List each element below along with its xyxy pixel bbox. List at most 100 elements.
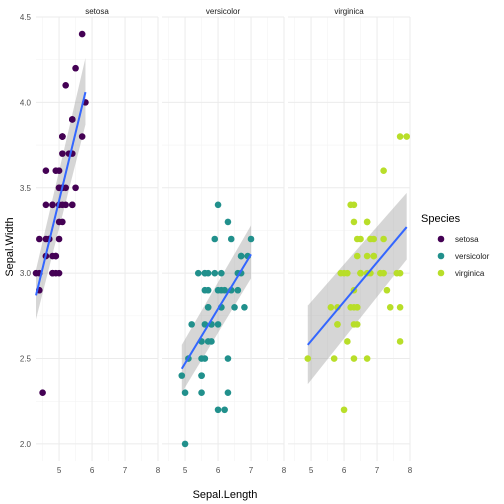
data-point [52, 252, 60, 260]
data-point [350, 218, 358, 226]
data-point [49, 201, 56, 209]
data-point [231, 304, 238, 311]
data-point [72, 184, 79, 192]
x-tick-label: 5 [309, 466, 314, 475]
data-point [380, 235, 387, 243]
legend-key-versicolor [437, 252, 445, 260]
data-point [224, 218, 232, 226]
data-point [188, 321, 195, 328]
data-point [204, 304, 212, 311]
x-tick-label: 8 [156, 466, 161, 475]
data-point [198, 372, 205, 379]
data-point [221, 406, 228, 414]
data-point [55, 218, 63, 226]
data-point [380, 167, 387, 174]
data-point [59, 201, 66, 209]
data-point [62, 184, 69, 192]
data-point [370, 252, 378, 260]
data-point [304, 355, 312, 362]
y-axis-title: Sepal.Width [4, 217, 16, 276]
data-point [68, 116, 76, 123]
data-point [396, 133, 404, 140]
data-point [396, 269, 404, 277]
facet-panel-virginica: virginica 5 6 7 8 [288, 7, 413, 475]
data-point [234, 286, 242, 294]
data-point [227, 235, 235, 243]
data-point [214, 286, 222, 294]
legend-label-setosa: setosa [455, 235, 479, 244]
y-axis: 2.0 2.5 3.0 3.5 4.0 4.5 [20, 13, 32, 449]
legend: Species setosa versicolor virginica [421, 213, 490, 278]
x-tick-label: 6 [342, 466, 347, 475]
data-point [344, 338, 351, 345]
data-point [403, 133, 411, 140]
data-point [211, 235, 219, 243]
facet-strip-label: virginica [334, 7, 364, 16]
data-point [353, 252, 361, 260]
data-point [78, 30, 86, 38]
x-tick-label: 6 [90, 466, 95, 475]
data-point [42, 167, 50, 174]
data-point [204, 269, 212, 277]
data-point [363, 252, 371, 260]
data-point [380, 269, 387, 277]
x-tick-label: 7 [249, 466, 254, 475]
data-point [194, 269, 202, 277]
facet-panels: setosa 5 6 7 8 versicolor 5 6 7 8 virginica 5 6 7 8 [32, 7, 413, 475]
data-point [367, 235, 374, 243]
data-point [347, 201, 354, 209]
confidence-band [181, 225, 252, 393]
data-point [55, 269, 63, 277]
data-point [247, 235, 255, 243]
y-tick-label: 2.5 [20, 355, 32, 364]
data-point [350, 304, 358, 311]
data-point [204, 286, 212, 294]
data-point [59, 150, 66, 157]
legend-label-virginica: virginica [455, 269, 485, 278]
x-tick-label: 5 [183, 466, 188, 475]
x-tick-label: 7 [123, 466, 128, 475]
y-tick-label: 4.5 [20, 13, 32, 22]
data-point [396, 304, 404, 311]
data-point [350, 321, 358, 328]
data-point [327, 304, 335, 311]
data-point [221, 286, 228, 294]
data-point [214, 201, 222, 209]
data-point [59, 133, 66, 140]
legend-key-virginica [437, 269, 445, 277]
regression-line [307, 226, 408, 346]
facet-strip-label: setosa [85, 7, 109, 16]
data-point [39, 389, 46, 396]
y-tick-label: 3.0 [20, 269, 32, 278]
data-point [211, 269, 219, 277]
data-point [55, 184, 63, 192]
data-point [52, 167, 60, 174]
data-point [208, 338, 215, 345]
data-point [224, 355, 232, 362]
x-tick-label: 8 [408, 466, 413, 475]
legend-key-setosa [437, 235, 445, 243]
x-tick-label: 6 [216, 466, 221, 475]
data-point [214, 321, 222, 328]
data-point [62, 82, 69, 89]
data-point [78, 133, 86, 140]
data-point [35, 235, 43, 243]
y-tick-label: 2.0 [20, 440, 32, 449]
confidence-band [307, 192, 407, 385]
legend-items: setosa versicolor virginica [437, 235, 490, 278]
data-point [334, 321, 341, 328]
data-point [198, 389, 205, 396]
data-point [241, 304, 248, 311]
data-point [218, 269, 225, 277]
data-point [72, 64, 79, 72]
data-point [181, 440, 189, 448]
data-point [42, 201, 50, 209]
data-point [383, 286, 391, 294]
data-point [337, 269, 345, 277]
regression-line [35, 91, 87, 296]
data-point [237, 252, 245, 260]
data-point [357, 269, 364, 277]
data-point [178, 372, 186, 379]
data-point [386, 304, 394, 311]
